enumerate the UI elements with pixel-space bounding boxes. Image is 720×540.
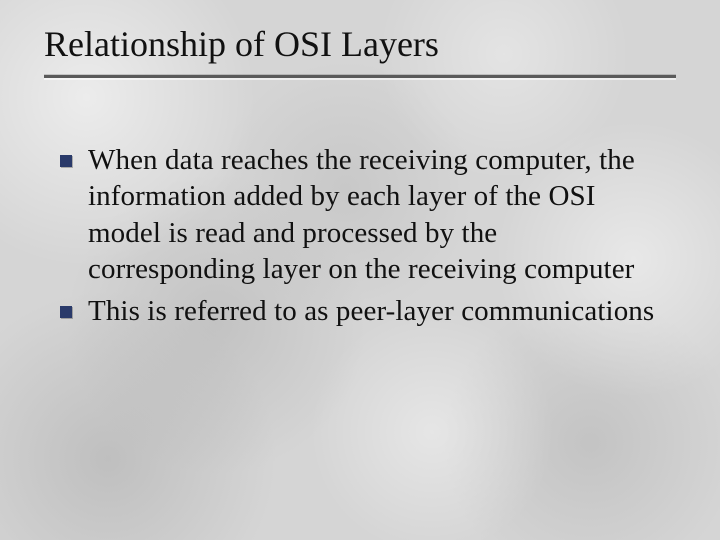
- square-bullet-icon: [60, 155, 72, 167]
- title-underline: [44, 75, 676, 78]
- bullet-text: This is referred to as peer-layer commun…: [88, 293, 654, 329]
- bullet-text: When data reaches the receiving computer…: [88, 142, 665, 287]
- slide-title: Relationship of OSI Layers: [44, 24, 676, 75]
- bullet-item: When data reaches the receiving computer…: [60, 142, 665, 287]
- body-block: When data reaches the receiving computer…: [60, 142, 665, 335]
- title-block: Relationship of OSI Layers: [44, 24, 676, 78]
- slide: Relationship of OSI Layers When data rea…: [0, 0, 720, 540]
- bullet-item: This is referred to as peer-layer commun…: [60, 293, 665, 329]
- square-bullet-icon: [60, 306, 72, 318]
